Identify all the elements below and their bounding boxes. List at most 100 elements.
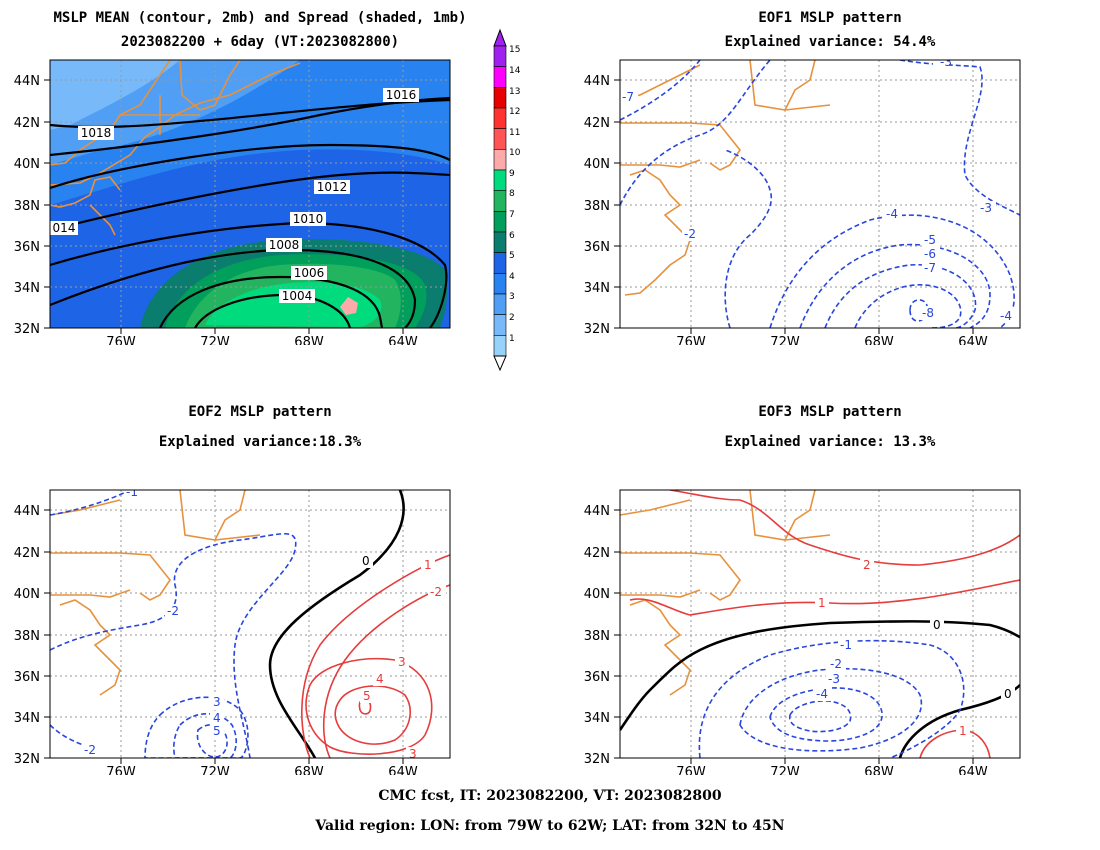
spread-shading-9: [205, 282, 382, 327]
svg-text:40N: 40N: [584, 587, 610, 602]
svg-text:6: 6: [509, 231, 515, 241]
svg-text:-6: -6: [924, 247, 936, 261]
eof2-zero-contour: [268, 490, 405, 758]
svg-text:1010: 1010: [293, 212, 324, 226]
eof1-variance: Explained variance: 54.4%: [724, 34, 936, 50]
colorbar-labels: 15 14 13 12 11 10 9 8 7 6 5 4 3 2 1: [509, 45, 521, 344]
svg-text:2: 2: [863, 558, 871, 572]
svg-text:1: 1: [959, 724, 967, 738]
svg-text:15: 15: [509, 45, 520, 55]
footer-valid-region: Valid region: LON: from 79W to 62W; LAT:…: [315, 818, 785, 834]
svg-text:13: 13: [509, 87, 520, 97]
svg-text:38N: 38N: [584, 199, 610, 214]
eof3-variance: Explained variance: 13.3%: [724, 434, 936, 450]
eof2-contour-labels: -1 -2 0 1 -2 3 4 5 3 4 5 -2 3: [82, 490, 446, 761]
svg-text:-2: -2: [684, 227, 696, 241]
svg-text:-3: -3: [980, 201, 992, 215]
svg-text:4: 4: [509, 272, 515, 282]
svg-text:12: 12: [509, 107, 520, 117]
svg-text:76W: 76W: [106, 765, 136, 775]
svg-text:1: 1: [424, 558, 432, 572]
svg-text:5: 5: [213, 724, 221, 738]
eof1-title: EOF1 MSLP pattern: [758, 10, 902, 26]
svg-text:1018: 1018: [81, 126, 112, 140]
colorbar-box: [493, 149, 507, 171]
colorbar-box: [493, 252, 507, 274]
map-grid: [620, 60, 1020, 328]
svg-text:-2: -2: [84, 743, 96, 757]
svg-text:-7: -7: [622, 90, 634, 104]
svg-text:72W: 72W: [200, 335, 230, 345]
svg-text:32N: 32N: [14, 322, 40, 337]
svg-text:72W: 72W: [770, 335, 800, 345]
svg-text:38N: 38N: [14, 629, 40, 644]
eof2-variance: Explained variance:18.3%: [158, 434, 362, 450]
eof1-map: -3 -7 -2 -3 -4 -5 -6 -7 -8 -4 44N 42N 40…: [584, 59, 1021, 345]
lat-axis: 44N 42N 40N 38N 36N 34N 32N: [584, 504, 620, 767]
svg-text:-8: -8: [922, 306, 934, 320]
svg-text:1016: 1016: [386, 88, 417, 102]
svg-text:72W: 72W: [770, 765, 800, 775]
svg-text:32N: 32N: [14, 752, 40, 767]
isobar-labels: 1016 1018 1012 014 1010 1008 1006 1004: [50, 88, 419, 303]
svg-text:0: 0: [362, 554, 370, 568]
map-grid: [620, 490, 1020, 758]
svg-text:42N: 42N: [14, 116, 40, 131]
svg-text:9: 9: [509, 169, 515, 179]
colorbar-box: [493, 66, 507, 88]
svg-text:64W: 64W: [958, 765, 988, 775]
svg-text:68W: 68W: [294, 765, 324, 775]
lon-axis: 76W 72W 68W 64W: [106, 758, 418, 775]
colorbar-box: [493, 314, 507, 336]
colorbar-box: [493, 293, 507, 315]
svg-text:68W: 68W: [864, 335, 894, 345]
mean-spread-map: 1016 1018 1012 014 1010 1008 1006 1004 4…: [14, 59, 451, 345]
eof2-title: EOF2 MSLP pattern: [188, 404, 332, 420]
spread-shading-10: [340, 297, 358, 315]
svg-text:40N: 40N: [14, 157, 40, 172]
eof3-map: 2 1 0 -1 -2 -3 -4 0 1 44N 42N 40N 38N 36…: [584, 489, 1021, 775]
svg-text:36N: 36N: [14, 240, 40, 255]
svg-text:1006: 1006: [294, 266, 325, 280]
svg-text:42N: 42N: [584, 116, 610, 131]
svg-text:44N: 44N: [14, 74, 40, 89]
lat-axis: 44N 42N 40N 38N 36N 34N 32N: [584, 74, 620, 337]
svg-text:3: 3: [409, 747, 417, 761]
svg-text:32N: 32N: [584, 752, 610, 767]
svg-text:2: 2: [509, 313, 515, 323]
svg-text:-1: -1: [840, 638, 852, 652]
svg-text:42N: 42N: [584, 546, 610, 561]
colorbar-box: [493, 211, 507, 233]
svg-text:-4: -4: [886, 207, 898, 221]
svg-text:36N: 36N: [584, 670, 610, 685]
colorbar-box: [493, 169, 507, 191]
svg-text:1012: 1012: [317, 180, 348, 194]
coastline: [50, 60, 301, 236]
colorbar-box: [493, 45, 507, 67]
footer-forecast-info: CMC fcst, IT: 2023082200, VT: 2023082800: [378, 788, 722, 804]
svg-text:40N: 40N: [584, 157, 610, 172]
svg-text:3: 3: [398, 655, 406, 669]
svg-text:68W: 68W: [864, 765, 894, 775]
svg-text:7: 7: [509, 210, 515, 220]
svg-text:3: 3: [509, 292, 515, 302]
mean-panel-title: MSLP MEAN (contour, 2mb) and Spread (sha…: [53, 10, 467, 26]
svg-text:0: 0: [1004, 687, 1012, 701]
eof1-contours: [620, 60, 1020, 328]
colorbar-box: [493, 107, 507, 129]
svg-text:68W: 68W: [294, 335, 324, 345]
spread-colorbar: 15 14 13 12 11 10 9 8 7 6 5 4 3 2 1: [493, 28, 521, 372]
colorbar-box: [493, 273, 507, 295]
lat-axis: 44N 42N 40N 38N 36N 34N 32N: [14, 74, 50, 337]
svg-text:4: 4: [213, 711, 221, 725]
svg-text:8: 8: [509, 189, 515, 199]
colorbar-bottom-arrow: [493, 355, 507, 372]
svg-text:10: 10: [509, 148, 521, 158]
coastline: [620, 490, 831, 696]
svg-text:64W: 64W: [388, 335, 418, 345]
svg-text:64W: 64W: [958, 335, 988, 345]
svg-text:5: 5: [363, 689, 371, 703]
svg-text:-4: -4: [816, 687, 828, 701]
svg-text:-3: -3: [828, 672, 840, 686]
colorbar-top-arrow: [493, 28, 507, 47]
